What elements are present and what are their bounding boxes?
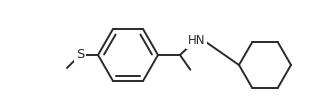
Text: HN: HN bbox=[188, 34, 206, 47]
Text: S: S bbox=[76, 49, 84, 61]
